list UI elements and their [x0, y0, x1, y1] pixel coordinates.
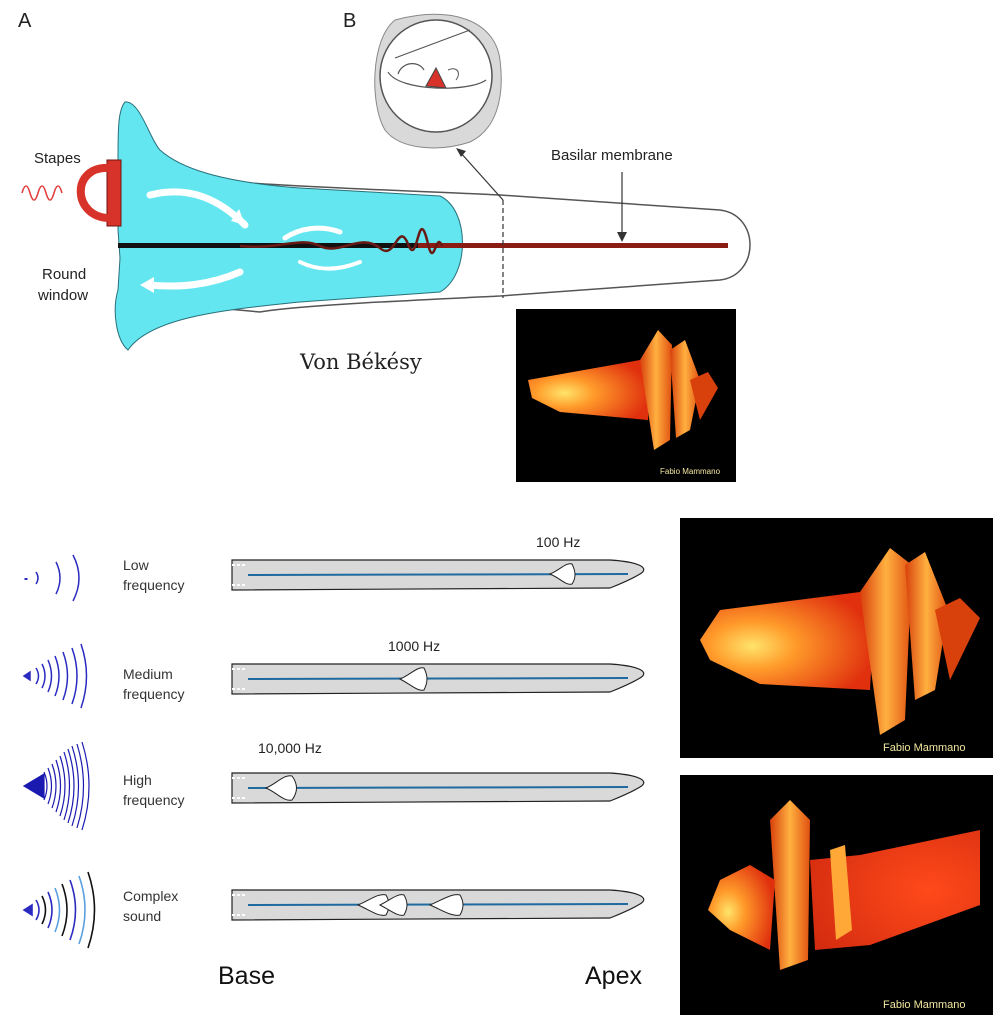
cochlear-fluid — [114, 101, 463, 351]
membrane-strip-low — [231, 559, 645, 591]
membrane-strip-complex — [231, 889, 645, 921]
sim-credit-small: Fabio Mammano — [660, 467, 721, 476]
row-medium-hz: 1000 Hz — [388, 638, 441, 654]
row-low-label-line2: frequency — [123, 577, 185, 593]
membrane-strip-high — [231, 772, 645, 804]
axis-apex-label: Apex — [585, 962, 642, 990]
simulation-image-large-1 — [680, 518, 993, 758]
sim-credit-large-1: Fabio Mammano — [883, 742, 966, 754]
row-low-hz: 100 Hz — [536, 534, 581, 550]
axis-base-label: Base — [218, 962, 275, 990]
row-high-hz: 10,000 Hz — [258, 740, 322, 756]
row-complex-label-line1: Complex — [123, 888, 179, 904]
row-medium-label-line1: Medium — [123, 666, 173, 682]
round-window-label-line1: Round — [42, 266, 87, 283]
sim-credit-large-2: Fabio Mammano — [883, 999, 966, 1011]
panel-letter-a: A — [18, 10, 32, 32]
wave-icon-low — [24, 554, 80, 602]
wave-icon-complex — [22, 871, 96, 949]
round-window-label-line2: window — [38, 287, 89, 304]
cochlea-diagram — [21, 101, 751, 351]
stapes-arch — [76, 163, 111, 222]
cross-section-inset — [374, 13, 502, 149]
row-medium-label-line2: frequency — [123, 686, 185, 702]
flow-arrow-lower — [144, 268, 244, 290]
stapes-footplate — [106, 159, 122, 227]
von-bekesy-caption: Von Békésy — [300, 350, 422, 374]
organ-of-corti — [425, 66, 447, 89]
row-high-label-line1: High — [123, 772, 152, 788]
panel-letter-b: B — [343, 10, 357, 32]
sound-wave — [21, 185, 63, 201]
stapes-label: Stapes — [34, 150, 81, 167]
simulation-image-small — [516, 309, 736, 482]
basilar-membrane-label: Basilar membrane — [551, 147, 673, 164]
row-low-label-line1: Low — [123, 557, 149, 573]
traveling-wave — [239, 227, 444, 255]
wave-icon-medium — [22, 643, 88, 709]
simulation-image-large-2 — [680, 775, 993, 1015]
membrane-strip-medium — [231, 663, 645, 695]
section-arrow — [459, 151, 504, 201]
row-high-label-line2: frequency — [123, 792, 185, 808]
wave-icon-high — [22, 741, 90, 831]
row-complex-label-line2: sound — [123, 908, 162, 924]
basilar-membrane — [118, 243, 728, 248]
